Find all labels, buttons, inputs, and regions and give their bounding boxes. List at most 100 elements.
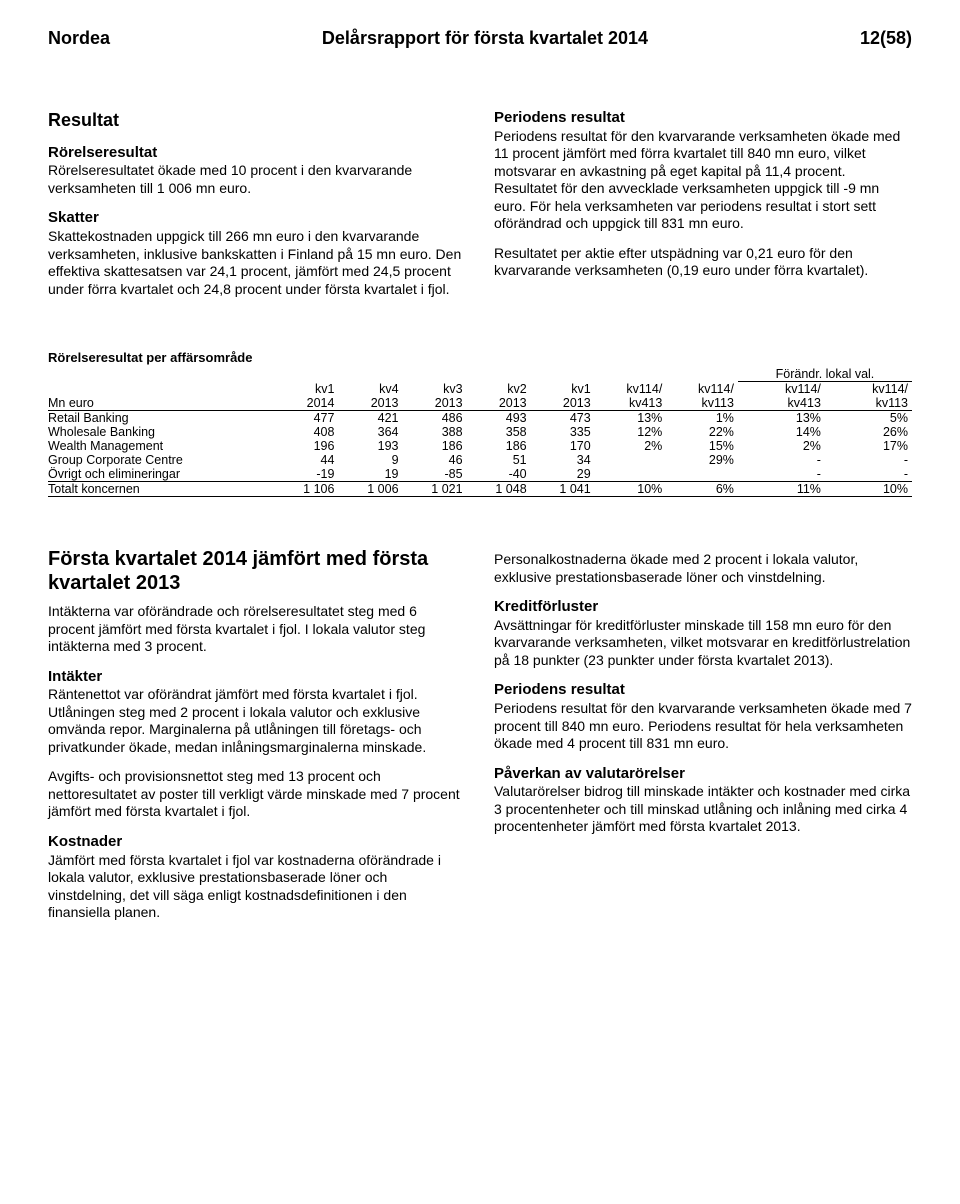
- paragraph: Periodens resultat för den kvarvarande v…: [494, 700, 912, 753]
- cell: 388: [403, 425, 467, 439]
- cell: -: [738, 467, 825, 482]
- page-header: Nordea Delårsrapport för första kvartale…: [48, 28, 912, 49]
- heading-periodens-resultat-b: Periodens resultat: [494, 681, 912, 700]
- table-row: Group Corporate Centre 44 9 46 51 34 29%…: [48, 453, 912, 467]
- row-label: Wealth Management: [48, 439, 274, 453]
- cell: 17%: [825, 439, 912, 453]
- col-header: 2014: [274, 396, 338, 411]
- col-header: kv113: [666, 396, 738, 411]
- table-local-currency-row: Förändr. lokal val.: [48, 367, 912, 382]
- col-header: kv3: [403, 382, 467, 397]
- col-header: kv4: [338, 382, 402, 397]
- cell: -85: [403, 467, 467, 482]
- table-row: Wealth Management 196 193 186 186 170 2%…: [48, 439, 912, 453]
- cell: 2%: [595, 439, 667, 453]
- heading-rorelseresultat: Rörelseresultat: [48, 144, 466, 163]
- cell: 2%: [738, 439, 825, 453]
- row-label: Totalt koncernen: [48, 482, 274, 497]
- cell: 358: [467, 425, 531, 439]
- cell: 1 041: [531, 482, 595, 497]
- cell: -: [825, 467, 912, 482]
- cell: 29%: [666, 453, 738, 467]
- paragraph: Skattekostnaden uppgick till 266 mn euro…: [48, 228, 466, 298]
- cell: 19: [338, 467, 402, 482]
- paragraph: Intäkterna var oförändrade och rörelsere…: [48, 603, 466, 656]
- cell: [666, 467, 738, 482]
- row-label: Wholesale Banking: [48, 425, 274, 439]
- cell: 9: [338, 453, 402, 467]
- col-header: kv114/: [666, 382, 738, 397]
- heading-kreditforluster: Kreditförluster: [494, 598, 912, 617]
- company-name: Nordea: [48, 28, 110, 49]
- section-b: Första kvartalet 2014 jämfört med första…: [48, 547, 912, 934]
- cell: 477: [274, 411, 338, 426]
- col-header: kv114/: [825, 382, 912, 397]
- cell: 5%: [825, 411, 912, 426]
- section-a: Resultat Rörelseresultat Rörelseresultat…: [48, 109, 912, 310]
- heading-periodens-resultat: Periodens resultat: [494, 109, 912, 128]
- table-title: Rörelseresultat per affärsområde: [48, 350, 912, 365]
- results-table: Förändr. lokal val. kv1 kv4 kv3 kv2 kv1 …: [48, 367, 912, 497]
- table-row: Övrigt och elimineringar -19 19 -85 -40 …: [48, 467, 912, 482]
- cell: [595, 453, 667, 467]
- cell: 29: [531, 467, 595, 482]
- heading-comparison: Första kvartalet 2014 jämfört med första…: [48, 547, 466, 595]
- cell: 10%: [825, 482, 912, 497]
- paragraph: Periodens resultat för den kvarvarande v…: [494, 128, 912, 233]
- cell: 493: [467, 411, 531, 426]
- cell: 186: [467, 439, 531, 453]
- section-b-right: Personalkostnaderna ökade med 2 procent …: [494, 547, 912, 934]
- cell: 364: [338, 425, 402, 439]
- page-number: 12(58): [860, 28, 912, 49]
- cell: 473: [531, 411, 595, 426]
- cell: 1%: [666, 411, 738, 426]
- cell: 408: [274, 425, 338, 439]
- table-header-row-1: kv1 kv4 kv3 kv2 kv1 kv114/ kv114/ kv114/…: [48, 382, 912, 397]
- section-b-left: Första kvartalet 2014 jämfört med första…: [48, 547, 466, 934]
- col-header: kv1: [274, 382, 338, 397]
- col-header: 2013: [531, 396, 595, 411]
- cell: 6%: [666, 482, 738, 497]
- table-row: Wholesale Banking 408 364 388 358 335 12…: [48, 425, 912, 439]
- col-header: kv1: [531, 382, 595, 397]
- cell: -: [738, 453, 825, 467]
- page: Nordea Delårsrapport för första kvartale…: [0, 0, 960, 1204]
- cell: 196: [274, 439, 338, 453]
- cell: -19: [274, 467, 338, 482]
- col-header: kv113: [825, 396, 912, 411]
- section-a-left: Resultat Rörelseresultat Rörelseresultat…: [48, 109, 466, 310]
- paragraph: Personalkostnaderna ökade med 2 procent …: [494, 551, 912, 586]
- cell: 26%: [825, 425, 912, 439]
- cell: 193: [338, 439, 402, 453]
- unit-label: Mn euro: [48, 396, 274, 411]
- cell: 10%: [595, 482, 667, 497]
- col-header: 2013: [467, 396, 531, 411]
- cell: [595, 467, 667, 482]
- cell: 186: [403, 439, 467, 453]
- col-header: kv413: [595, 396, 667, 411]
- cell: 1 048: [467, 482, 531, 497]
- paragraph: Resultatet per aktie efter utspädning va…: [494, 245, 912, 280]
- col-header: kv413: [738, 396, 825, 411]
- cell: 34: [531, 453, 595, 467]
- paragraph: Valutarörelser bidrog till minskade intä…: [494, 783, 912, 836]
- cell: 170: [531, 439, 595, 453]
- table-header-row-2: Mn euro 2014 2013 2013 2013 2013 kv413 k…: [48, 396, 912, 411]
- cell: 1 006: [338, 482, 402, 497]
- cell: 14%: [738, 425, 825, 439]
- paragraph: Rörelseresultatet ökade med 10 procent i…: [48, 162, 466, 197]
- heading-skatter: Skatter: [48, 209, 466, 228]
- cell: -: [825, 453, 912, 467]
- cell: 51: [467, 453, 531, 467]
- heading-kostnader: Kostnader: [48, 833, 466, 852]
- row-label: Group Corporate Centre: [48, 453, 274, 467]
- paragraph: Räntenettot var oförändrat jämfört med f…: [48, 686, 466, 756]
- cell: 486: [403, 411, 467, 426]
- paragraph: Avgifts- och provisionsnettot steg med 1…: [48, 768, 466, 821]
- cell: 1 021: [403, 482, 467, 497]
- paragraph: Avsättningar för kreditförluster minskad…: [494, 617, 912, 670]
- col-header: 2013: [403, 396, 467, 411]
- table-row: Retail Banking 477 421 486 493 473 13% 1…: [48, 411, 912, 426]
- heading-valutarorelser: Påverkan av valutarörelser: [494, 765, 912, 784]
- cell: 44: [274, 453, 338, 467]
